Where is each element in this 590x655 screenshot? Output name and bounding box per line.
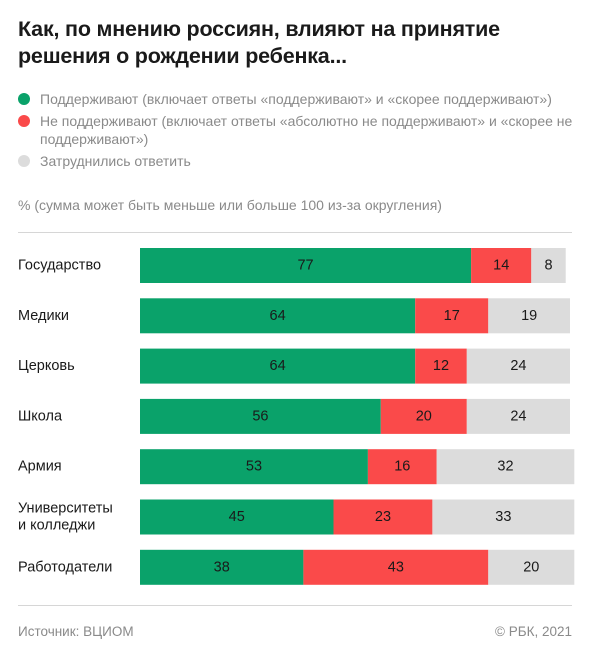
bar-segment-support	[140, 449, 368, 485]
bar-segment-unsure	[531, 248, 566, 283]
legend-swatch-unsure	[18, 155, 30, 167]
copyright-label: © РБК, 2021	[495, 624, 572, 639]
category-label: Церковь	[18, 358, 75, 374]
data-label-support: 38	[214, 559, 230, 575]
legend-label-oppose: Не поддерживают (включает ответы «абсолю…	[40, 113, 573, 147]
data-label-support: 64	[270, 358, 286, 374]
data-label-oppose: 14	[493, 258, 509, 274]
data-label-support: 56	[252, 408, 268, 424]
category-label: Армия	[18, 459, 62, 475]
category-label: Медики	[18, 308, 69, 324]
legend: Поддерживают (включает ответы «поддержив…	[18, 90, 578, 174]
legend-label-support: Поддерживают (включает ответы «поддержив…	[40, 91, 552, 107]
category-label: Школа	[18, 408, 63, 424]
bar-segment-support	[140, 348, 416, 384]
legend-item-support: Поддерживают (включает ответы «поддержив…	[18, 90, 578, 108]
data-label-unsure: 33	[495, 509, 511, 525]
bar-segment-oppose	[333, 499, 433, 535]
chart-title: Как, по мнению россиян, влияют на принят…	[18, 17, 500, 68]
data-label-oppose: 12	[433, 358, 449, 374]
bar-segment-support	[140, 549, 304, 585]
bottom-divider	[18, 605, 572, 606]
bar-segment-unsure	[466, 398, 570, 434]
data-label-unsure: 8	[544, 258, 552, 274]
bar-segment-oppose	[380, 398, 467, 434]
source-label: Источник: ВЦИОМ	[18, 624, 134, 639]
bar-segment-support	[140, 499, 334, 535]
bar-segment-support	[140, 298, 416, 334]
data-label-unsure: 32	[497, 459, 513, 475]
bar-segment-unsure	[488, 549, 575, 585]
bar-segment-support	[140, 248, 472, 283]
top-divider	[18, 232, 572, 233]
bar-segment-oppose	[303, 549, 489, 585]
bar-segment-unsure	[436, 449, 575, 485]
data-label-support: 45	[229, 509, 245, 525]
data-label-oppose: 20	[416, 408, 432, 424]
data-label-support: 77	[297, 258, 313, 274]
data-label-unsure: 19	[521, 308, 537, 324]
legend-item-unsure: Затруднились ответить	[18, 152, 578, 170]
category-label: и колледжи	[18, 518, 95, 534]
bar-segment-oppose	[415, 298, 489, 334]
category-label: Государство	[18, 258, 101, 274]
data-label-oppose: 17	[444, 308, 460, 324]
bar-segment-unsure	[488, 298, 570, 334]
category-label: Работодатели	[18, 559, 112, 575]
legend-swatch-oppose	[18, 115, 30, 127]
bar-segment-oppose	[471, 248, 532, 283]
data-label-oppose: 23	[375, 509, 391, 525]
bar-segment-oppose	[367, 449, 437, 485]
data-label-unsure: 24	[510, 408, 526, 424]
data-label-oppose: 43	[388, 559, 404, 575]
category-label: Университеты	[18, 501, 113, 517]
legend-swatch-support	[18, 93, 30, 105]
data-label-support: 53	[246, 459, 262, 475]
data-label-oppose: 16	[394, 459, 410, 475]
data-label-unsure: 24	[510, 358, 526, 374]
bar-segment-unsure	[432, 499, 575, 535]
data-label-support: 64	[270, 308, 286, 324]
data-label-unsure: 20	[523, 559, 539, 575]
bar-segment-unsure	[466, 348, 570, 384]
chart-note: % (сумма может быть меньше или больше 10…	[18, 197, 442, 213]
legend-label-unsure: Затруднились ответить	[40, 153, 191, 169]
bar-segment-support	[140, 398, 381, 434]
bar-segment-oppose	[415, 348, 467, 384]
legend-item-oppose: Не поддерживают (включает ответы «абсолю…	[18, 112, 578, 148]
